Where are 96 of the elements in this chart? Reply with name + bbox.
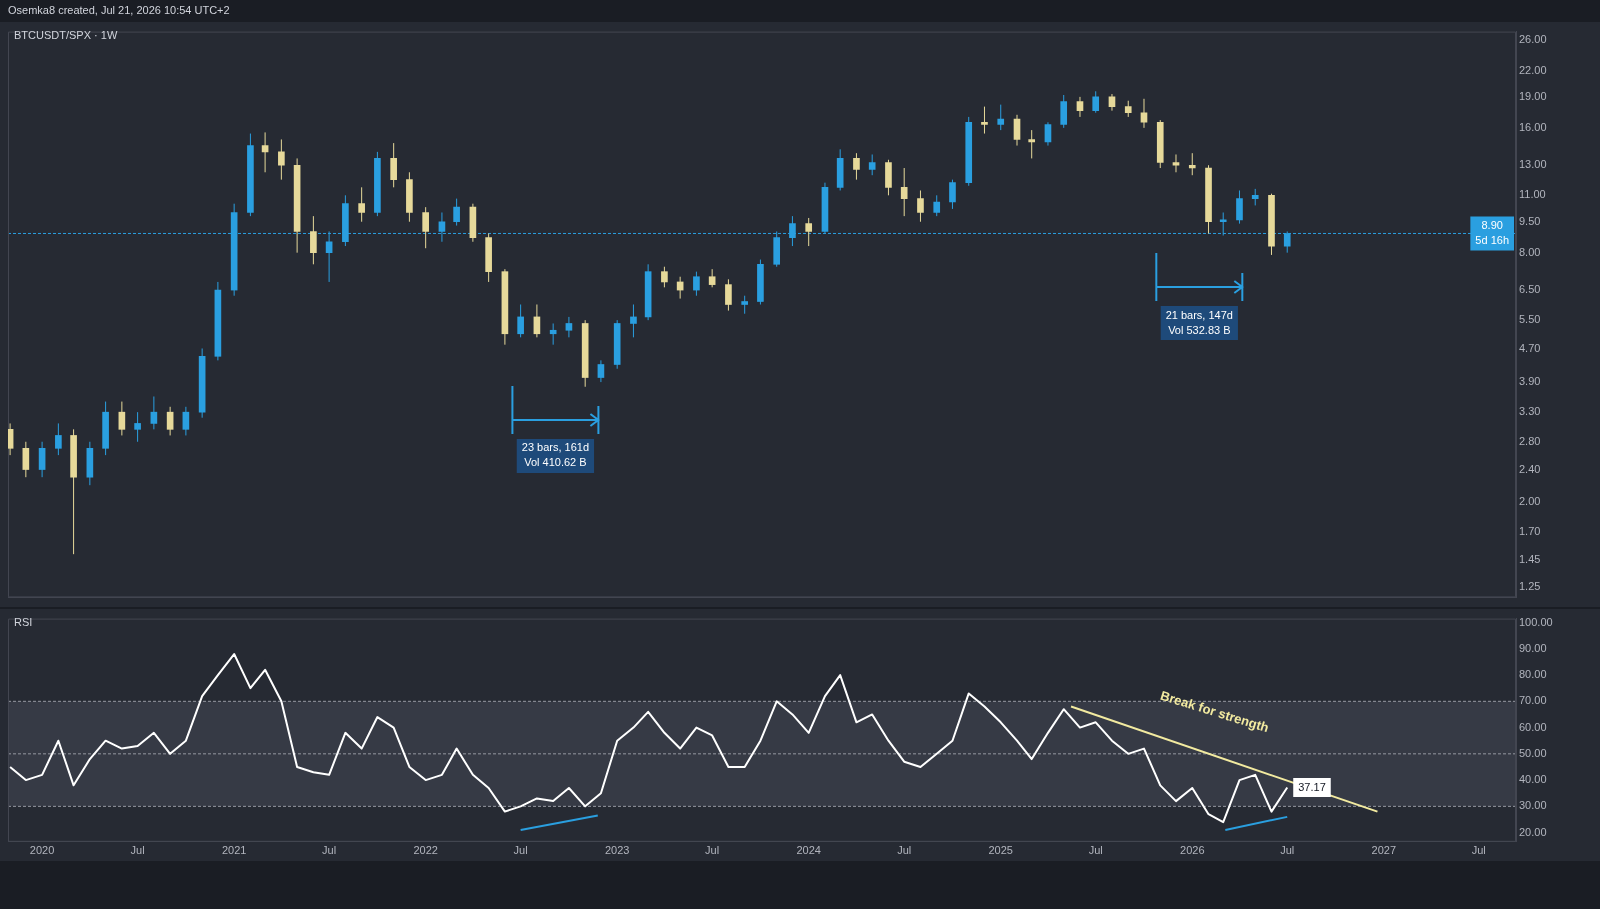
x-tick-label: 2024 — [796, 844, 821, 857]
candlestick — [310, 215, 317, 265]
candlestick — [661, 266, 668, 288]
x-tick-label: Jul — [1471, 844, 1486, 857]
y-tick-label: 26.00 — [1519, 33, 1547, 46]
y-tick-label: 22.00 — [1519, 63, 1547, 76]
candlestick — [1236, 189, 1243, 225]
candlestick — [725, 278, 732, 312]
candlestick — [1188, 152, 1196, 176]
y-tick-label: 2.00 — [1519, 495, 1541, 508]
chart-title: RSI — [14, 615, 33, 628]
candlestick — [422, 206, 429, 249]
y-tick-label: 70.00 — [1519, 694, 1547, 707]
y-tick-label: 1.25 — [1519, 580, 1541, 593]
y-tick-label: 8.00 — [1519, 245, 1541, 258]
candlestick — [917, 189, 924, 223]
candlestick — [708, 268, 716, 288]
candlestick — [997, 104, 1005, 131]
x-tick-label: 2022 — [413, 844, 438, 857]
y-tick-label: 20.00 — [1519, 825, 1547, 838]
y-tick-label: 2.80 — [1519, 434, 1541, 447]
candlestick — [38, 441, 46, 478]
candlestick — [358, 186, 365, 223]
y-tick-label: 9.50 — [1519, 214, 1541, 227]
candlestick — [8, 422, 14, 456]
candlestick — [390, 142, 397, 188]
candlestick — [597, 359, 605, 383]
candlestick — [900, 167, 908, 217]
y-tick-label: 40.00 — [1519, 773, 1547, 786]
candlestick — [278, 138, 285, 181]
candlestick — [22, 441, 30, 478]
candlestick — [55, 422, 62, 456]
x-tick-label: 2026 — [1180, 844, 1205, 857]
candlestick — [949, 179, 956, 210]
x-tick-label: Jul — [1088, 844, 1103, 857]
candlestick — [1060, 94, 1068, 129]
y-tick-label: 5.50 — [1519, 313, 1541, 326]
x-tick-label: Jul — [705, 844, 720, 857]
annotation: Break for strength — [1158, 687, 1271, 736]
candlestick — [182, 406, 190, 436]
x-tick-label: Jul — [897, 844, 912, 857]
data-label: 37.17 — [1298, 780, 1326, 793]
candlestick — [630, 303, 637, 338]
y-tick-label: 80.00 — [1519, 668, 1547, 681]
x-tick-label: 2025 — [988, 844, 1013, 857]
y-tick-label: 100.00 — [1519, 615, 1553, 628]
candlestick — [1013, 114, 1021, 147]
annotation: 21 bars, 147d Vol 532.83 B — [1165, 308, 1233, 336]
y-tick-label: 60.00 — [1519, 720, 1547, 733]
y-tick-label: 19.00 — [1519, 89, 1547, 102]
x-tick-label: 2027 — [1371, 844, 1397, 857]
candlestick — [693, 271, 700, 297]
x-tick-label: 2023 — [604, 844, 630, 857]
y-tick-label: 90.00 — [1519, 641, 1547, 654]
y-tick-label: 3.90 — [1519, 375, 1541, 388]
candlestick — [1140, 98, 1148, 129]
candlestick — [134, 411, 141, 443]
ref-line-label: 8.90 5d 16h — [1475, 219, 1510, 247]
y-tick-label: 2.40 — [1519, 462, 1541, 475]
candlestick — [1172, 153, 1180, 173]
annotation: 23 bars, 161d Vol 410.62 B — [521, 441, 590, 469]
candlestick — [1092, 90, 1100, 114]
y-tick-label: 16.00 — [1519, 120, 1547, 133]
candlestick — [981, 106, 988, 135]
x-tick-label: 2021 — [221, 844, 247, 857]
text: Osemka8 created, Jul 21, 2026 10:54 UTC+2 — [8, 4, 230, 16]
candlestick — [805, 217, 813, 247]
candlestick — [868, 153, 876, 176]
y-tick-label: 1.70 — [1519, 524, 1541, 537]
candlestick — [741, 295, 749, 315]
candlestick — [933, 194, 941, 217]
y-tick-label: 30.00 — [1519, 799, 1547, 812]
x-tick-label: 2020 — [29, 844, 55, 857]
y-tick-label: 1.45 — [1519, 553, 1541, 566]
y-tick-label: 6.50 — [1519, 283, 1541, 296]
y-tick-label: 11.00 — [1519, 188, 1546, 201]
candlestick — [853, 152, 860, 181]
candlestick — [453, 198, 460, 227]
y-tick-label: 3.30 — [1519, 405, 1541, 418]
candlestick — [517, 303, 524, 338]
candlestick — [1028, 129, 1036, 159]
candlestick — [261, 131, 269, 173]
candlestick — [1076, 96, 1084, 118]
x-tick-label: Jul — [130, 844, 145, 857]
x-tick-label: Jul — [1280, 844, 1295, 857]
y-tick-label: 4.70 — [1519, 341, 1541, 354]
chart-title: BTCUSDT/SPX · 1W — [14, 28, 118, 41]
candlestick — [1044, 121, 1052, 147]
candlestick — [118, 401, 126, 436]
candlestick — [565, 316, 573, 338]
y-tick-label: 50.00 — [1519, 746, 1547, 759]
x-tick-label: Jul — [322, 844, 337, 857]
x-tick-label: Jul — [513, 844, 528, 857]
candlestick — [166, 406, 174, 436]
y-tick-label: 13.00 — [1519, 158, 1547, 171]
candlestick — [150, 396, 158, 430]
